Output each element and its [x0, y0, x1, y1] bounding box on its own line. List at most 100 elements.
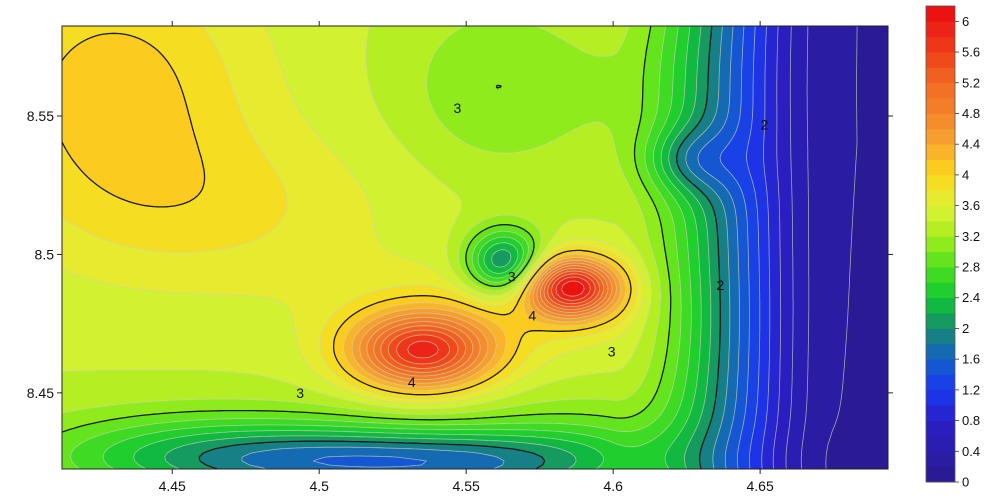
contour-line-3-6: [62, 26, 644, 405]
contour-line-1-8: [241, 26, 731, 469]
contour-line-5-6: [396, 273, 596, 365]
contour-line-1-2: [746, 26, 761, 469]
contour-line-3-8: [62, 26, 638, 400]
colorbar-tick-label: 0.4: [962, 444, 980, 459]
colorbar-swatch: [926, 236, 955, 253]
colorbar-swatch: [926, 328, 955, 345]
contour-line-4-6: [359, 259, 617, 384]
colorbar-tick-label: 0: [962, 475, 969, 490]
colorbar-tick-label: 6: [962, 14, 969, 29]
contour-line-1-6: [313, 26, 740, 469]
colorbar-tick-label: 4: [962, 167, 969, 182]
colorbar-swatch: [926, 128, 955, 145]
x-tick-label: 4.65: [747, 478, 774, 494]
colorbar-swatch: [926, 98, 955, 114]
colorbar-swatch: [926, 113, 955, 130]
x-tick-label: 4.6: [603, 478, 623, 494]
x-axis: 4.45 4.5 4.55 4.6 4.65: [159, 21, 774, 494]
contour-line-5-4: [387, 270, 600, 369]
y-tick-label: 8.45: [27, 385, 54, 401]
contour-label: 4: [408, 374, 416, 390]
colorbar-swatch: [926, 405, 955, 421]
colorbar-swatch: [926, 52, 955, 68]
colorbar-swatch: [926, 435, 955, 452]
y-axis: 8.45 8.5 8.55: [27, 108, 893, 401]
colorbar-swatch: [926, 466, 955, 483]
colorbar-tick-label: 1.2: [962, 382, 980, 397]
colorbar-swatch: [926, 282, 955, 299]
colorbar-swatch: [926, 190, 955, 207]
colorbar-tick-label: 2: [962, 321, 969, 336]
colorbar-frame: [925, 5, 956, 483]
colorbar-tick-label: 3.6: [962, 198, 980, 213]
colorbar-swatch: [926, 82, 955, 99]
colorbar-tick-label: 4.4: [962, 137, 980, 152]
colorbar-swatch: [926, 220, 955, 237]
y-tick-label: 8.5: [35, 246, 55, 262]
contour-line-2-8: [70, 26, 682, 469]
colorbar-swatch: [926, 420, 955, 437]
colorbar-tick-label: 1.6: [962, 352, 980, 367]
contour-line-2: [198, 26, 721, 469]
contour-line-4-8: [366, 262, 613, 380]
contour-lines: [62, 26, 858, 469]
contour-line-3: [62, 26, 672, 433]
contour-line-5: [373, 265, 609, 377]
contour-line-2-4: [133, 26, 702, 469]
colorbar-swatch: [926, 389, 955, 406]
contour-label: 3: [608, 343, 616, 359]
colorbar-swatch: [926, 374, 955, 391]
contour-line-5-2: [380, 267, 605, 373]
colorbar-tick-label: 4.8: [962, 106, 980, 121]
colorbar: 0 0.4 0.8 1.2 1.6 2 2.4 2.8 3.2 3.6 4 4.4 4.8 5.2 5.6 6: [925, 5, 980, 490]
contour-label: 3: [296, 385, 304, 401]
colorbar-tick-label: 2.4: [962, 290, 980, 305]
contour-label: 2: [761, 116, 769, 132]
colorbar-swatch: [926, 144, 955, 160]
colorbar-swatch: [926, 451, 955, 468]
colorbar-tick-label: 5.2: [962, 75, 980, 90]
colorbar-swatch: [926, 21, 955, 38]
contour-line-2-2: [164, 26, 712, 469]
contour-line-1-4: [719, 26, 750, 469]
colorbar-tick-label: 5.6: [962, 45, 980, 60]
contour-label: 3: [453, 100, 461, 116]
contour-line-0-2: [825, 26, 858, 469]
contour-line-6: [561, 280, 585, 297]
x-tick-label: 4.5: [309, 478, 329, 494]
colorbar-swatch: [926, 67, 955, 84]
colorbar-swatch: [926, 36, 955, 53]
contour-line-4-4: [351, 257, 622, 388]
contour-line-4-2: [343, 253, 627, 391]
y-tick-label: 8.55: [27, 108, 54, 124]
x-tick-label: 4.45: [159, 478, 186, 494]
colorbar-swatch: [926, 313, 955, 329]
contour-label: 4: [528, 307, 536, 323]
colorbar-tick-label: 3.2: [962, 229, 980, 244]
colorbar-swatch: [926, 343, 955, 360]
contour-line-3-4: [62, 26, 652, 410]
colorbar-swatch: [926, 205, 955, 222]
contour-line-0-8: [772, 26, 782, 469]
x-tick-label: 4.55: [453, 478, 480, 494]
contour-label: 2: [717, 277, 725, 293]
colorbar-tick-label: 2.8: [962, 260, 980, 275]
plot-frame: [61, 25, 889, 470]
contour-line-4: [62, 32, 632, 396]
contour-line-2-6: [102, 26, 692, 469]
contour-line-5-8: [407, 276, 591, 359]
colorbar-tick-label: 0.8: [962, 413, 980, 428]
colorbar-swatch: [926, 267, 955, 283]
contour-line-3-2: [62, 26, 661, 415]
contour-labels: 3 2 2 3 4 3 3 4: [296, 100, 768, 401]
colorbar-swatch: [926, 251, 955, 268]
contour-label: 3: [508, 269, 516, 285]
contour-line-1: [761, 26, 771, 469]
colorbar-swatch: [926, 6, 955, 22]
colorbar-swatch: [926, 174, 955, 191]
contour-line-0-6: [785, 26, 794, 469]
contour-line-0-4: [800, 26, 810, 469]
colorbar-swatch: [926, 159, 955, 176]
colorbar-swatch: [926, 297, 955, 314]
